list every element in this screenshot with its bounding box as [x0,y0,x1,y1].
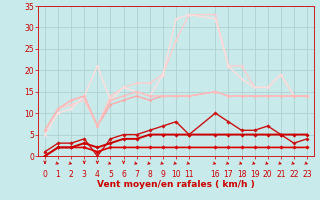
X-axis label: Vent moyen/en rafales ( km/h ): Vent moyen/en rafales ( km/h ) [97,180,255,189]
